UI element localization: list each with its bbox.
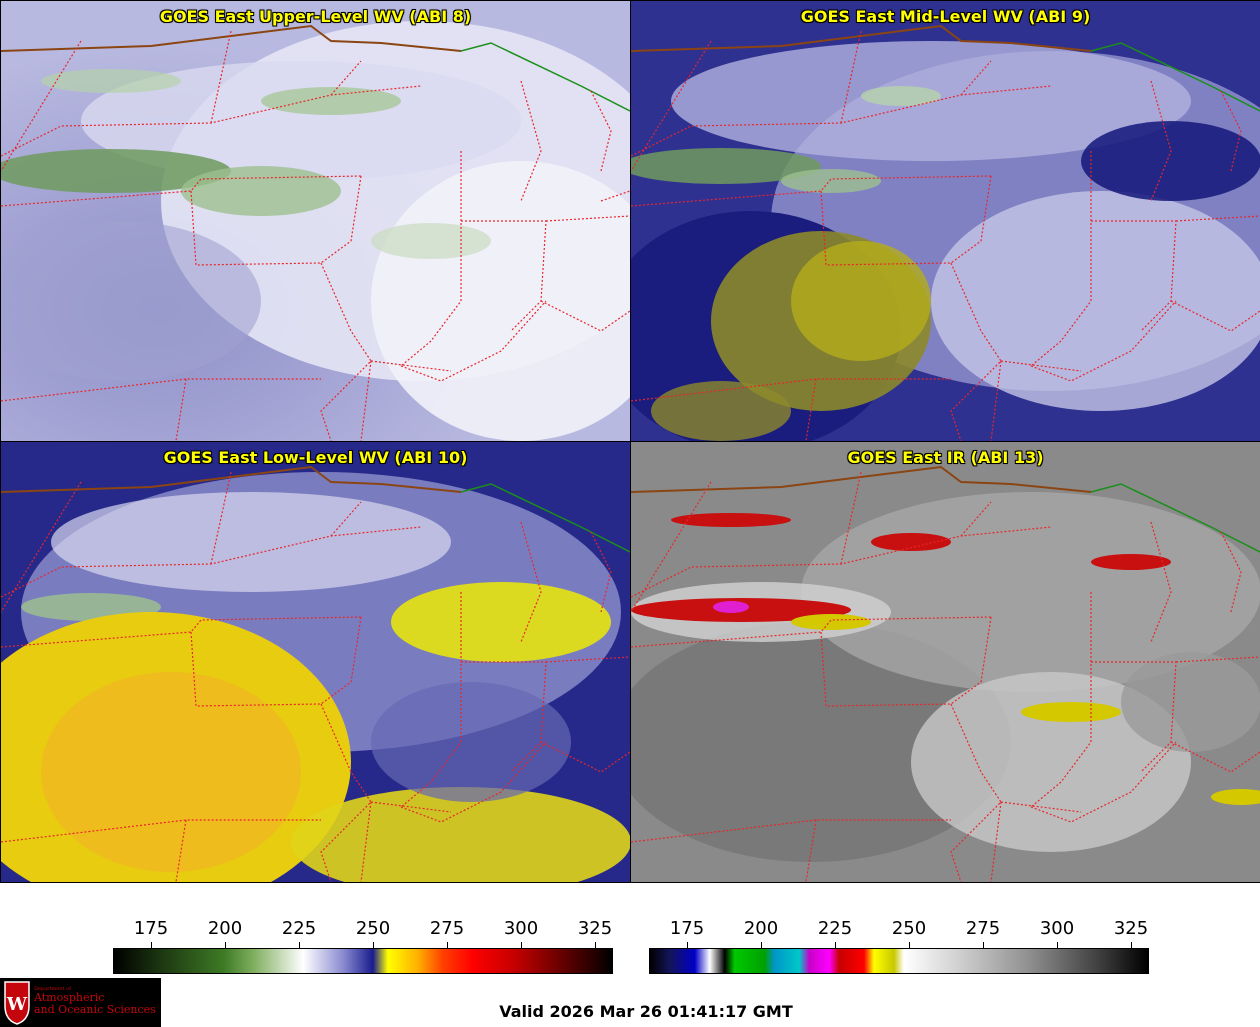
ir-colorbar [649,948,1149,974]
ir-tick-label: 300 [1039,918,1075,939]
wv-colorbar [113,948,613,974]
aos-logo: W Department of Atmospheric and Oceanic … [0,978,161,1027]
valid-time: Valid 2026 Mar 26 01:41:17 GMT [499,1002,793,1021]
wv-tick-mark [151,942,152,948]
ir-panel: GOES East IR (ABI 13) [630,441,1260,883]
mid-level-wv-title: GOES East Mid-Level WV (ABI 9) [800,7,1091,26]
ir-title: GOES East IR (ABI 13) [847,448,1044,467]
wv-tick-label: 325 [577,918,613,939]
ir-tick-mark [983,942,984,948]
low-level-wv-panel: GOES East Low-Level WV (ABI 10) [0,441,631,883]
ir-tick-mark [1057,942,1058,948]
ir-tick-mark [909,942,910,948]
logo-name: Atmospheric and Oceanic Sciences [34,992,156,1016]
mid-level-wv-image [631,1,1260,441]
upper-level-wv-image [1,1,630,441]
wv-tick-mark [521,942,522,948]
ir-tick-label: 250 [891,918,927,939]
low-level-map-borders [1,465,630,882]
ir-tick-label: 200 [743,918,779,939]
wv-tick-label: 175 [133,918,169,939]
upper-level-map-borders [1,24,630,441]
svg-text:W: W [6,994,28,1015]
ir-tick-label: 325 [1113,918,1149,939]
wv-tick-label: 275 [429,918,465,939]
wv-tick-label: 250 [355,918,391,939]
wv-tick-mark [225,942,226,948]
logo-department: Department of [34,986,71,992]
mid-level-wv-panel: GOES East Mid-Level WV (ABI 9) [630,0,1260,442]
upper-level-wv-title: GOES East Upper-Level WV (ABI 8) [159,7,472,26]
uw-crest-icon: W [4,981,30,1025]
logo-line-atmospheric: Atmospheric [34,991,105,1004]
ir-map-borders [631,465,1260,882]
upper-level-wv-panel: GOES East Upper-Level WV (ABI 8) [0,0,631,442]
ir-tick-label: 275 [965,918,1001,939]
wv-tick-mark [595,942,596,948]
wv-tick-label: 200 [207,918,243,939]
ir-tick-mark [687,942,688,948]
wv-tick-mark [299,942,300,948]
wv-tick-label: 225 [281,918,317,939]
ir-colorbar-ticks: 175 200 225 250 275 300 325 [649,918,1149,948]
ir-tick-label: 225 [817,918,853,939]
logo-line-oceanic: and Oceanic Sciences [34,1003,156,1016]
ir-tick-label: 175 [669,918,705,939]
ir-tick-mark [835,942,836,948]
wv-tick-mark [447,942,448,948]
wv-tick-mark [373,942,374,948]
ir-tick-mark [761,942,762,948]
wv-tick-label: 300 [503,918,539,939]
ir-tick-mark [1131,942,1132,948]
wv-colorbar-ticks: 175 200 225 250 275 300 325 [113,918,613,948]
low-level-wv-image [1,442,630,882]
low-level-wv-title: GOES East Low-Level WV (ABI 10) [163,448,468,467]
mid-level-map-borders [631,24,1260,441]
